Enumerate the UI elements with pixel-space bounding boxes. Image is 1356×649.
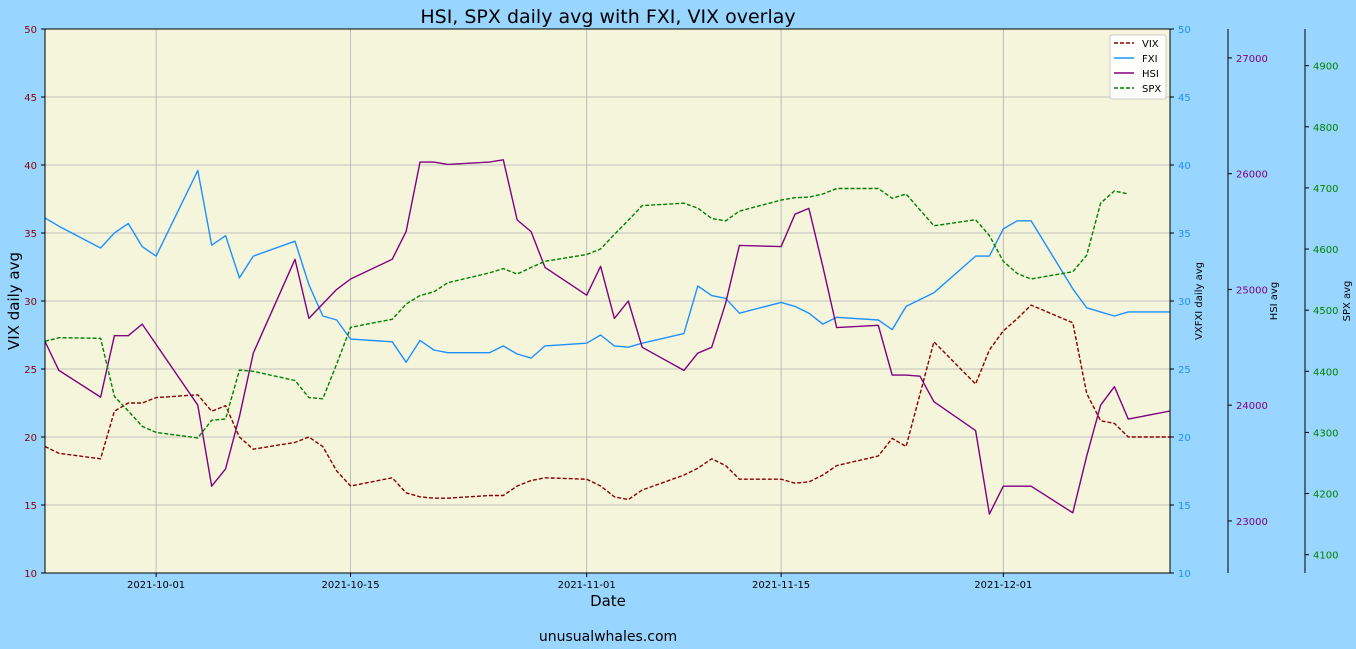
- vix-tick-label: 35: [24, 229, 37, 240]
- chart-title: HSI, SPX daily avg with FXI, VIX overlay: [420, 6, 795, 28]
- legend-label: VIX: [1142, 39, 1159, 50]
- spx-tick-label: 4200: [1313, 490, 1338, 501]
- spx-tick-label: 4400: [1313, 367, 1338, 378]
- vix-tick-label: 20: [24, 433, 37, 444]
- vix-tick-label: 30: [24, 297, 37, 308]
- legend-box: [1109, 34, 1167, 100]
- legend-label: SPX: [1142, 84, 1161, 95]
- vix-tick-label: 40: [24, 161, 37, 172]
- footer-credit: unusualwhales.com: [539, 629, 677, 645]
- series-line-hsi: [44, 159, 1171, 515]
- spx-tick-label: 4900: [1313, 62, 1338, 73]
- fxi-tick-label: 45: [1178, 93, 1191, 104]
- fxi-tick-label: 15: [1178, 501, 1191, 512]
- legend: VIX FXI HSI SPX: [1109, 34, 1167, 100]
- hsi-tick-label: 23000: [1236, 517, 1268, 528]
- x-axis-label: Date: [590, 592, 626, 610]
- fxi-tick-label: 25: [1178, 365, 1191, 376]
- series-line-spx: [44, 187, 1129, 439]
- x-axis: 2021-10-01 2021-10-15 2021-11-01 2021-11-15…: [127, 573, 1032, 591]
- spx-axis-label: SPX avg: [1342, 281, 1353, 322]
- hsi-tick-label: 24000: [1236, 401, 1268, 412]
- hsi-axis-label: HSI avg: [1269, 282, 1280, 320]
- series-line-fxi: [44, 169, 1170, 363]
- fxi-tick-label: 35: [1178, 229, 1191, 240]
- spx-tick-label: 4600: [1313, 245, 1338, 256]
- x-tick-label: 2021-12-01: [974, 580, 1032, 591]
- y-axes: 10 15 20 25 30 35 40 45 50 10 15 20 25 30 35 40 45 50 2300…: [24, 25, 1338, 580]
- legend-label: HSI: [1142, 69, 1159, 80]
- x-tick-label: 2021-11-15: [752, 580, 810, 591]
- fxi-tick-label: 10: [1178, 569, 1191, 580]
- vix-tick-label: 45: [24, 93, 37, 104]
- vix-tick-label: 50: [24, 25, 37, 36]
- vix-tick-label: 25: [24, 365, 37, 376]
- series-group: [44, 159, 1171, 515]
- vix-tick-label: 10: [24, 569, 37, 580]
- spx-tick-label: 4700: [1313, 184, 1338, 195]
- vix-tick-label: 15: [24, 501, 37, 512]
- series-line-vix: [44, 304, 1170, 501]
- fxi-axis-label: VXFXI daily avg: [1194, 262, 1205, 340]
- fxi-tick-label: 30: [1178, 297, 1191, 308]
- vix-axis-label: VIX daily avg: [5, 252, 23, 350]
- x-tick-label: 2021-11-01: [558, 580, 616, 591]
- hsi-tick-label: 26000: [1236, 170, 1268, 181]
- spx-tick-label: 4100: [1313, 551, 1338, 562]
- fxi-tick-label: 50: [1178, 25, 1191, 36]
- hsi-tick-label: 25000: [1236, 285, 1268, 296]
- hsi-tick-label: 27000: [1236, 54, 1268, 65]
- spx-tick-label: 4300: [1313, 428, 1338, 439]
- x-tick-label: 2021-10-15: [321, 580, 379, 591]
- fxi-tick-label: 20: [1178, 433, 1191, 444]
- spx-tick-label: 4800: [1313, 123, 1338, 134]
- x-tick-label: 2021-10-01: [127, 580, 185, 591]
- fxi-tick-label: 40: [1178, 161, 1191, 172]
- spx-tick-label: 4500: [1313, 306, 1338, 317]
- legend-label: FXI: [1142, 54, 1158, 65]
